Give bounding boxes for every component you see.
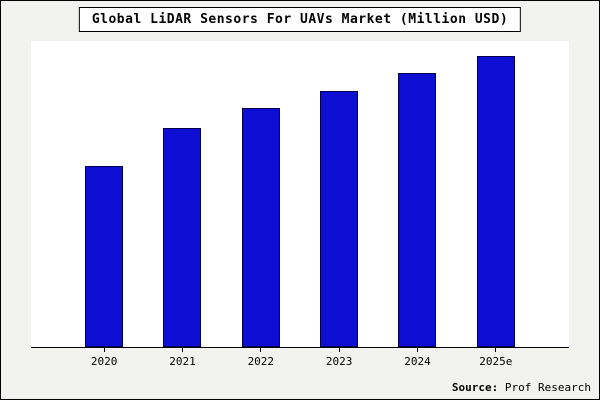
plot-area: [31, 41, 569, 348]
bar-2021: [163, 128, 202, 347]
x-tick-label-2025e: 2025e: [477, 348, 515, 368]
chart-title: Global LiDAR Sensors For UAVs Market (Mi…: [78, 7, 522, 32]
x-tick-label-2022: 2022: [242, 348, 280, 368]
bar-2022: [241, 108, 280, 347]
source-text: Source: Prof Research: [452, 381, 591, 394]
bars-container: [31, 41, 569, 348]
bar-2023: [320, 90, 359, 347]
bar-2020: [85, 166, 124, 347]
source-value: Prof Research: [498, 381, 591, 394]
x-tick-label-2023: 2023: [320, 348, 358, 368]
bar-2024: [398, 73, 437, 347]
x-axis-tick-row: 2020 2021 2022 2023 2024 2025e: [31, 348, 569, 368]
source-label: Source:: [451, 381, 499, 394]
x-tick-label-2021: 2021: [163, 348, 201, 368]
x-tick-label-2020: 2020: [85, 348, 123, 368]
x-tick-label-2024: 2024: [398, 348, 436, 368]
bar-2025e: [476, 55, 515, 347]
